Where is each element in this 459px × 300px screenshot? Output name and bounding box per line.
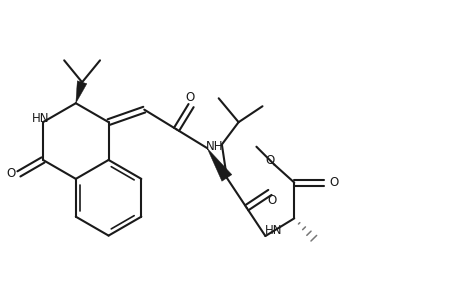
Text: O: O <box>267 194 276 207</box>
Polygon shape <box>207 148 231 181</box>
Text: HN: HN <box>32 112 50 124</box>
Text: O: O <box>329 176 338 189</box>
Text: HN: HN <box>264 224 281 237</box>
Text: NH: NH <box>206 140 224 153</box>
Text: O: O <box>185 91 194 104</box>
Text: O: O <box>6 167 16 180</box>
Text: O: O <box>265 154 274 167</box>
Polygon shape <box>76 81 87 103</box>
